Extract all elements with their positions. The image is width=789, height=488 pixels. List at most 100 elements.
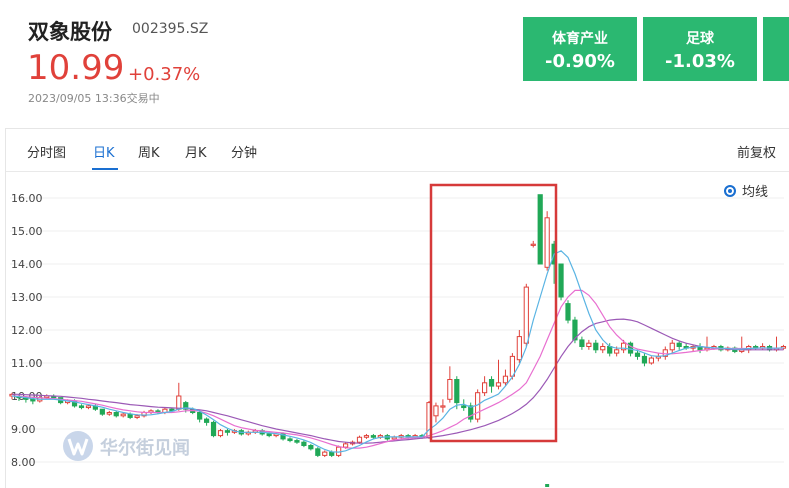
- candle-body: [593, 342, 599, 351]
- radio-selected-icon[interactable]: [724, 185, 736, 197]
- candle-body: [294, 440, 300, 443]
- candle-body: [502, 375, 509, 384]
- candle-body: [454, 379, 460, 404]
- candle-body: [343, 443, 349, 448]
- candle-body: [78, 405, 85, 409]
- tab-intraday[interactable]: 分时图: [27, 146, 67, 161]
- adjust-mode-toggle[interactable]: 前复权: [736, 146, 776, 161]
- candle-body: [544, 217, 550, 268]
- candle-body: [308, 445, 314, 450]
- candle-body: [210, 421, 217, 437]
- candle-body: [287, 438, 293, 442]
- y-axis-labels: 16.0015.0014.0013.0012.0011.0010.009.008…: [11, 192, 43, 469]
- candle-body: [600, 346, 606, 351]
- tab-weekly-k[interactable]: 周K: [138, 146, 160, 161]
- candle-body: [183, 402, 189, 410]
- candle-body: [627, 342, 634, 354]
- candle-body: [641, 355, 648, 364]
- ma10-line: [12, 289, 784, 449]
- candle-body: [169, 408, 175, 412]
- candle-body: [669, 342, 675, 351]
- candle-body: [224, 430, 231, 433]
- volume-bar: [545, 484, 550, 487]
- sector-card-sports[interactable]: 体育产业 -0.90%: [523, 17, 637, 81]
- sector-card-football[interactable]: 足球 -1.03%: [643, 17, 757, 81]
- candle-body: [634, 352, 641, 357]
- candle-body: [586, 342, 592, 348]
- candle-body: [30, 398, 36, 402]
- candle-body: [280, 433, 286, 440]
- last-price: 10.99: [27, 48, 125, 88]
- candle-body: [176, 395, 182, 410]
- sector-name: 足球: [686, 31, 714, 47]
- ma-legend[interactable]: 均线: [724, 181, 768, 200]
- y-tick-label: 16.00: [11, 192, 43, 205]
- trade-timestamp: 2023/09/05 13:36交易中: [28, 92, 160, 105]
- sector-name: 体育产业: [552, 31, 608, 47]
- candle-body: [197, 412, 203, 420]
- y-tick-label: 8.00: [11, 456, 36, 469]
- candle-body: [363, 435, 370, 438]
- y-tick-label: 13.00: [11, 291, 43, 304]
- candle-body: [488, 379, 495, 387]
- watermark-text: 华尔街见闻: [100, 437, 190, 459]
- candle-body: [433, 405, 439, 417]
- quote-header: 双象股份 002395.SZ 10.99 +0.37% 2023/09/05 1…: [0, 0, 789, 128]
- candle-body: [614, 349, 620, 354]
- candle-body: [315, 448, 321, 456]
- y-tick-label: 15.00: [11, 225, 43, 238]
- candle-body: [113, 412, 119, 417]
- candle-body: [440, 405, 446, 408]
- candle-body: [204, 418, 210, 423]
- candle-body: [322, 451, 328, 456]
- ma-legend-label: 均线: [742, 185, 769, 200]
- tab-daily-k[interactable]: 日K: [93, 146, 115, 161]
- sector-card-partial[interactable]: [763, 17, 789, 81]
- tab-monthly-k[interactable]: 月K: [185, 146, 207, 161]
- candle-body: [516, 336, 522, 361]
- candle-body: [621, 342, 627, 351]
- candle-body: [99, 408, 105, 415]
- stock-code: 002395.SZ: [132, 21, 209, 37]
- candle-body: [523, 286, 529, 344]
- active-tab-indicator: [92, 168, 118, 170]
- price-change: +0.37%: [128, 64, 201, 85]
- chart-grid: [10, 197, 784, 463]
- y-tick-label: 12.00: [11, 324, 43, 337]
- highlight-box: [429, 183, 558, 443]
- chart-panel: 分时图 日K 周K 月K 分钟 前复权 均线: [5, 128, 789, 488]
- candle-body: [537, 194, 543, 265]
- ma5-line: [11, 250, 784, 453]
- moving-average-lines: [11, 250, 784, 453]
- candle-body: [134, 415, 140, 418]
- candle-body: [676, 342, 682, 348]
- watermark-logo-icon: [63, 431, 93, 461]
- candle-body: [266, 433, 272, 437]
- candle-body: [356, 436, 363, 443]
- candle-body: [301, 441, 307, 447]
- candle-body: [85, 405, 92, 409]
- ma20-line: [12, 318, 784, 444]
- candle-body: [565, 303, 571, 321]
- sector-change: -1.03%: [665, 51, 735, 72]
- candle-body: [120, 413, 126, 417]
- candle-body: [447, 379, 453, 400]
- candle-body: [106, 412, 112, 415]
- candle-body: [127, 413, 133, 418]
- watermark: 华尔街见闻: [62, 430, 242, 474]
- candle-body: [329, 451, 335, 456]
- sector-change: -0.90%: [545, 51, 615, 72]
- candle-body: [482, 382, 488, 394]
- candle-body: [558, 263, 564, 298]
- candle-body: [217, 430, 224, 437]
- candle-body: [530, 243, 536, 246]
- candle-body: [370, 435, 376, 438]
- candle-body: [495, 382, 502, 387]
- candle-body: [648, 357, 654, 364]
- candle-body: [468, 405, 474, 420]
- tab-minute[interactable]: 分钟: [231, 146, 258, 161]
- y-tick-label: 14.00: [11, 258, 43, 271]
- chart-tabbar: 分时图 日K 周K 月K 分钟 前复权: [6, 129, 789, 172]
- y-tick-label: 11.00: [11, 357, 43, 370]
